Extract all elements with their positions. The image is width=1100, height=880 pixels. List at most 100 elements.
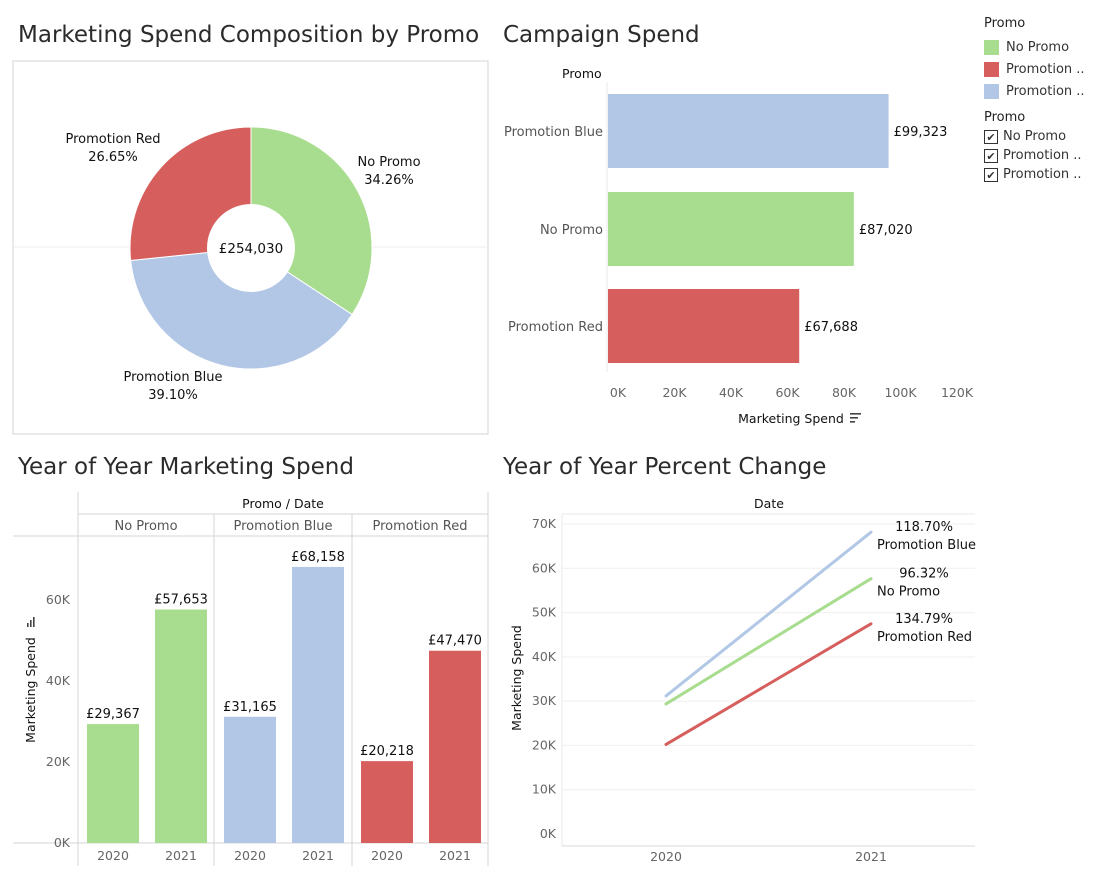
data-label: £99,323 [894,125,948,140]
y-tick-label: 30K [532,693,557,708]
x-axis-header: Date [754,496,784,511]
legend-label: No Promo [1006,39,1070,55]
donut-total-label: £254,030 [219,241,283,257]
data-label: £87,020 [859,223,913,238]
x-axis-label: Marketing Spend [738,411,844,426]
sort-icon[interactable] [850,413,861,423]
change-label: 96.32% [899,567,949,582]
panel-header: Promo / Date [242,496,324,511]
x-tick-label: 2020 [371,848,403,863]
y-tick-label: 10K [532,782,557,797]
x-tick-label: 100K [884,385,917,400]
yoy-spend-title: Year of Year Marketing Spend [18,454,354,480]
bar [361,761,413,843]
slice-percent-label: 26.65% [88,150,138,165]
y-tick-label: 20K [46,754,71,769]
y-tick-label: 50K [532,605,557,620]
category-header: Promo [562,66,602,81]
filter-label: No Promo [1003,129,1067,144]
series-label: Promotion Blue [877,538,976,553]
data-label: £29,367 [86,707,140,722]
bar [608,94,889,168]
donut-slice-promotion-blue [130,247,353,370]
data-label: £31,165 [223,700,277,715]
slice-percent-label: 39.10% [148,388,198,403]
category-label: No Promo [540,223,603,238]
group-header: Promotion Red [373,519,468,534]
color-legend-title: Promo [984,16,1026,31]
slice-percent-label: 34.26% [364,173,414,188]
donut-slice-no-promo [250,126,373,316]
filter-option-no-promo[interactable]: ✔ No Promo [984,127,1096,146]
legend-swatch [984,83,999,99]
x-tick-label: 2020 [234,848,266,863]
legend-item-promotion-red[interactable]: Promotion .. [984,58,1096,80]
legend-swatch [984,61,999,77]
filter-label: Promotion .. [1003,167,1082,182]
data-label: £67,688 [804,320,858,335]
checkbox-checked-icon[interactable]: ✔ [984,129,998,144]
x-tick-label: 2021 [439,848,471,863]
filter-option-promotion-3[interactable]: ✔ Promotion .. [984,165,1096,184]
y-axis-label: Marketing Spend [509,625,524,731]
bar [87,724,139,843]
x-tick-label: 40K [719,385,744,400]
y-tick-label: 0K [54,835,71,850]
change-label: 134.79% [895,612,953,627]
slice-name-label: No Promo [357,155,420,170]
donut-hole [207,204,295,292]
data-label: £47,470 [428,634,482,649]
slice-name-label: Promotion Blue [123,370,222,385]
x-tick-label: 60K [775,385,800,400]
checkbox-checked-icon[interactable]: ✔ [984,148,998,163]
legend-panel: Promo No Promo Promotion .. Promotion ..… [984,16,1096,184]
filter-title: Promo [984,110,1026,125]
y-tick-label: 60K [46,592,71,607]
slice-name-label: Promotion Red [66,132,161,147]
checkbox-checked-icon[interactable]: ✔ [984,167,998,182]
data-label: £68,158 [291,550,345,565]
change-label: 118.70% [895,520,953,535]
donut-slice-promotion-red [129,126,252,262]
x-tick-label: 20K [662,385,687,400]
legend-label: Promotion .. [1006,61,1085,77]
category-label: Promotion Blue [504,125,603,140]
group-header: No Promo [114,519,177,534]
y-tick-label: 60K [532,560,557,575]
x-tick-label: 2021 [855,849,887,864]
yoy-percent-title: Year of Year Percent Change [503,454,827,480]
campaign-spend-title: Campaign Spend [503,22,700,48]
data-label: £57,653 [154,593,208,608]
data-label: £20,218 [360,744,414,759]
category-label: Promotion Red [508,320,603,335]
y-tick-label: 40K [532,649,557,664]
y-tick-label: 40K [46,673,71,688]
legend-item-no-promo[interactable]: No Promo [984,36,1096,58]
x-tick-label: 80K [832,385,857,400]
bar [224,716,276,843]
y-axis-label: Marketing Spend [23,637,38,743]
bar [608,289,800,363]
series-label: No Promo [877,585,940,600]
x-tick-label: 2020 [650,849,682,864]
x-tick-label: 2021 [165,848,197,863]
filter-option-promotion-2[interactable]: ✔ Promotion .. [984,146,1096,165]
y-tick-label: 20K [532,737,557,752]
donut-frame [12,60,489,435]
legend-item-promotion-blue[interactable]: Promotion .. [984,80,1096,102]
legend-label: Promotion .. [1006,83,1085,99]
series-line [664,622,873,746]
series-line [664,577,873,706]
donut-chart-title: Marketing Spend Composition by Promo [18,22,480,48]
x-tick-label: 2020 [97,848,129,863]
y-tick-label: 70K [532,516,557,531]
bar [155,609,207,843]
group-header: Promotion Blue [233,519,332,534]
bar [292,566,344,843]
legend-swatch [984,39,999,55]
x-tick-label: 0K [610,385,627,400]
